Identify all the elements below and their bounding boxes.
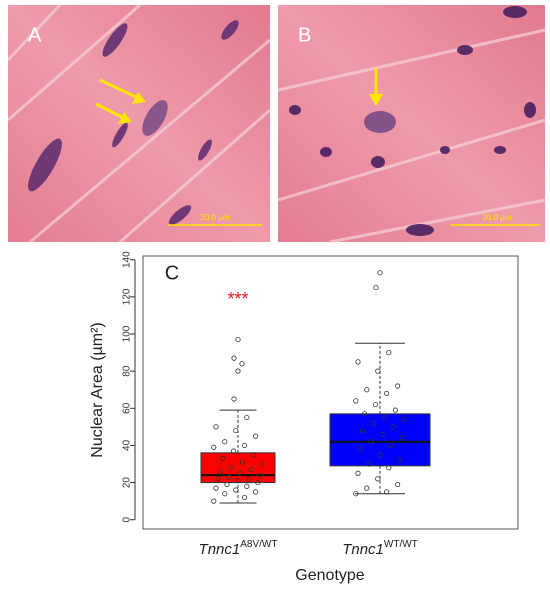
y-tick-label: 120 [122,288,133,305]
y-tick-label: 0 [122,516,133,522]
outlier [235,336,241,343]
data-point [394,481,401,488]
data-point [246,476,252,482]
data-point [248,466,254,473]
data-point [386,349,392,356]
data-point [211,444,217,450]
data-point [368,439,374,445]
data-point [253,489,259,495]
y-tick-label: 60 [122,402,133,414]
data-point [222,491,228,497]
data-point [364,485,370,491]
data-point [211,498,217,504]
significance-annotation: *** [227,289,248,309]
y-tick-label: 20 [122,477,133,489]
data-point [375,476,381,482]
data-point [228,465,234,471]
data-point [226,474,232,480]
data-point [239,459,245,465]
category-superscript: A8V/WT [240,539,277,550]
histology-image-a [6,3,271,244]
scale-bar-label: 20.0 µm [200,213,229,222]
data-point [213,424,219,430]
outlier [239,361,245,367]
data-point [242,494,248,501]
y-tick-label: 100 [122,325,133,342]
data-point [217,468,223,475]
x-axis-label: Genotype [295,567,364,584]
data-point [231,448,237,454]
plot-frame [142,255,519,530]
category-name: Tnnc1 [199,541,241,558]
y-axis-label: Nuclear Area (µm²) [89,322,106,457]
x-tick-label: Tnnc1WT/WT [342,539,418,558]
data-point [353,398,359,404]
data-point [388,442,394,449]
data-point [233,427,239,434]
box [200,452,276,484]
data-point [355,470,361,476]
y-tick-label: 40 [122,439,133,451]
box [329,413,431,467]
panel-label: C [165,262,179,284]
data-point [377,452,383,458]
data-point [375,368,381,374]
data-point [237,470,243,476]
data-point [253,433,259,439]
data-point [355,359,361,365]
y-tick-label: 140 [122,251,133,268]
data-point [257,472,263,478]
panel-label: B [298,24,311,46]
y-tick-label: 80 [122,365,133,377]
data-point [259,461,265,467]
data-point [392,407,398,413]
data-point [383,489,390,495]
data-point [244,414,250,421]
data-point [386,465,392,471]
data-point [379,431,385,437]
data-point [242,442,248,449]
data-point [397,457,403,463]
data-point [357,446,363,452]
data-point [235,478,241,484]
data-point [390,424,396,430]
x-tick-label: Tnnc1A8V/WT [199,539,278,558]
outlier [231,396,237,402]
data-point [222,439,228,445]
data-point [381,414,387,421]
data-point [213,485,219,491]
data-point [255,479,261,486]
data-point [233,487,239,493]
outlier [231,355,237,361]
data-point [361,411,368,417]
data-point [372,401,379,408]
data-point [383,390,390,397]
data-point [370,420,376,426]
data-point [220,455,226,462]
data-point [244,483,250,489]
outlier [235,368,241,374]
scale-bar-label: 20.0 µm [482,213,511,222]
data-point [215,476,221,482]
data-point [353,491,359,497]
panel-label: A [28,24,42,46]
data-point [359,427,365,434]
data-point [399,435,405,441]
category-superscript: WT/WT [384,539,418,550]
data-point [366,461,372,467]
data-point [364,387,370,393]
outlier [373,284,379,291]
data-point [250,452,256,458]
category-name: Tnnc1 [342,541,384,558]
histology-image-b [277,5,546,244]
data-point [394,383,401,389]
outlier [377,270,383,276]
data-point [401,416,407,423]
data-point [224,481,230,488]
